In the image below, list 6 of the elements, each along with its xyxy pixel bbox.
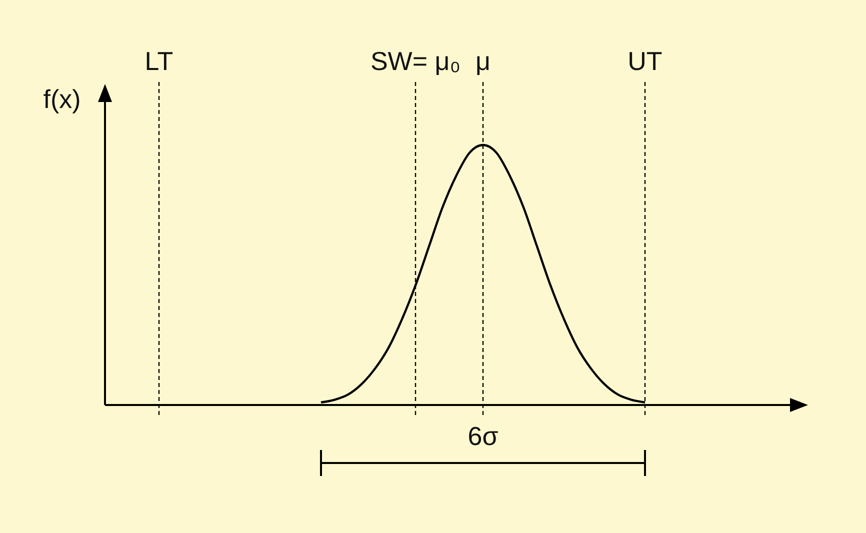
text: 6σ: [468, 421, 498, 451]
text: SW= μ₀: [370, 46, 461, 76]
y-axis-title: f(x): [43, 84, 81, 114]
text: UT: [628, 46, 662, 76]
text: μ: [476, 46, 490, 76]
text: LT: [144, 46, 174, 76]
